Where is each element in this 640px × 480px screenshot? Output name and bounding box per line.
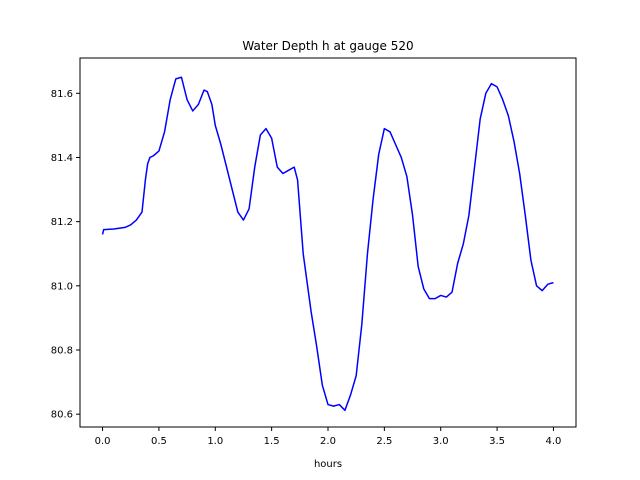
x-tick-label: 2.5 bbox=[376, 436, 392, 447]
x-tick-label: 1.0 bbox=[207, 436, 223, 447]
y-axis: 80.6 80.8 81.0 81.2 81.4 81.6 bbox=[51, 89, 80, 421]
series-layer bbox=[101, 76, 554, 412]
x-axis-label: hours bbox=[314, 459, 342, 470]
y-tick-label: 81.0 bbox=[51, 281, 73, 292]
x-tick-label: 3.5 bbox=[489, 436, 505, 447]
x-tick-label: 3.0 bbox=[433, 436, 449, 447]
x-axis: 0.0 0.5 1.0 1.5 2.0 2.5 3.0 3.5 4.0 bbox=[95, 427, 562, 447]
y-tick-label: 81.6 bbox=[51, 89, 73, 100]
x-tick-label: 1.5 bbox=[264, 436, 280, 447]
y-tick-label: 81.2 bbox=[51, 217, 73, 228]
x-tick-label: 0.5 bbox=[151, 436, 167, 447]
y-tick-label: 80.6 bbox=[51, 410, 73, 421]
x-tick-label: 2.0 bbox=[320, 436, 336, 447]
chart-title: Water Depth h at gauge 520 bbox=[242, 39, 413, 53]
x-tick-label: 4.0 bbox=[546, 436, 562, 447]
series-line bbox=[101, 76, 554, 412]
y-tick-label: 80.8 bbox=[51, 345, 73, 356]
y-tick-label: 81.4 bbox=[51, 153, 73, 164]
x-tick-label: 0.0 bbox=[95, 436, 111, 447]
